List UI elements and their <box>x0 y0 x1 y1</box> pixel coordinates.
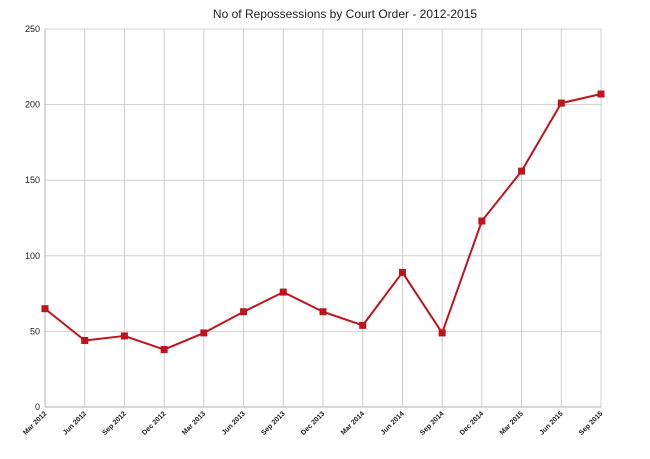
data-point-mar-2015 <box>518 167 526 175</box>
x-tick-label: Sep 2013 <box>260 410 286 436</box>
series-layer <box>41 90 605 354</box>
data-point-sep-2013 <box>279 288 287 296</box>
data-point-sep-2014 <box>438 329 446 337</box>
data-point-jun-2015 <box>557 99 565 107</box>
x-tick-label: Sep 2014 <box>419 410 445 436</box>
x-tick-label: Jun 2012 <box>62 410 88 436</box>
x-tick-label: Mar 2013 <box>181 410 207 436</box>
x-tick-label: Mar 2014 <box>340 410 366 436</box>
y-tick-label: 50 <box>30 326 40 336</box>
y-tick-label: 100 <box>25 251 40 261</box>
x-tick-label: Jun 2014 <box>380 410 406 436</box>
x-tick-label: Dec 2013 <box>300 410 326 436</box>
grid-layer <box>44 28 602 408</box>
data-point-mar-2014 <box>359 321 367 329</box>
data-point-jun-2012 <box>81 336 89 344</box>
data-point-jun-2014 <box>398 268 406 276</box>
data-point-mar-2012 <box>41 305 49 313</box>
y-tick-label: 200 <box>25 100 40 110</box>
data-point-jun-2013 <box>240 308 248 316</box>
data-point-sep-2015 <box>597 90 605 98</box>
data-point-dec-2014 <box>478 217 486 225</box>
data-point-sep-2012 <box>120 332 128 340</box>
x-tick-label: Jun 2013 <box>221 410 247 436</box>
x-tick-label: Sep 2015 <box>578 410 604 436</box>
data-point-dec-2013 <box>319 308 327 316</box>
x-tick-label: Dec 2014 <box>459 410 485 436</box>
data-point-dec-2012 <box>160 346 168 354</box>
y-tick-label: 250 <box>25 24 40 34</box>
x-tick-label: Sep 2012 <box>101 410 127 436</box>
y-tick-label: 150 <box>25 175 40 185</box>
y-tick-label: 0 <box>35 402 40 412</box>
y-axis: 0 50 100 150 200 250 <box>25 24 40 412</box>
x-tick-label: Mar 2012 <box>22 410 48 436</box>
x-axis: Mar 2012 Jun 2012 Sep 2012 Dec 2012 Mar 2013… <box>22 410 604 436</box>
x-tick-label: Jun 2015 <box>539 410 565 436</box>
chart-title: No of Repossessions by Court Order - 201… <box>213 7 477 21</box>
data-point-mar-2013 <box>200 329 208 337</box>
x-tick-label: Mar 2015 <box>499 410 525 436</box>
x-tick-label: Dec 2012 <box>141 410 167 436</box>
